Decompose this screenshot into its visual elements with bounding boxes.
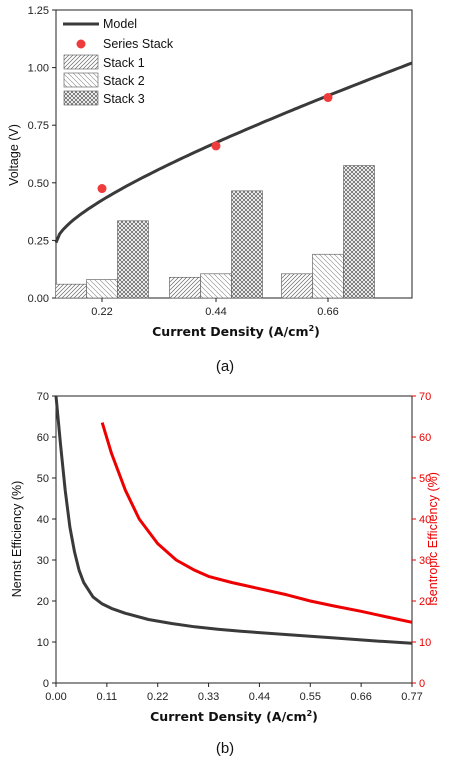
right-y-tick-label: 0 (419, 678, 425, 690)
x-tick-label: 0.66 (350, 691, 371, 703)
x-tick-label: 0.66 (317, 306, 338, 318)
x-tick-label: 0.77 (401, 691, 422, 703)
chart-a-x-axis-label-main: Current Density (A/cm (152, 324, 308, 339)
chart-b-x-axis-label-main: Current Density (A/cm (150, 709, 306, 724)
y-tick-label: 0.00 (28, 293, 49, 305)
bar-stack2-0.44 (200, 273, 232, 299)
legend-series-stack-label: Series Stack (103, 37, 174, 51)
chart-a-x-axis-label: Current Density (A/cm2) (152, 324, 320, 339)
right-y-tick-label: 40 (419, 514, 431, 526)
right-y-tick-label: 50 (419, 473, 431, 485)
chart-a: 0.00 0.25 0.50 0.75 1.00 1.25 0.22 0.44 0.66 Mo… (7, 5, 413, 375)
legend-stack1-label: Stack 1 (103, 56, 145, 70)
isentropic-efficiency-line (100, 422, 413, 624)
right-y-tick-label: 30 (419, 555, 431, 567)
series-stack-point-0.44 (211, 141, 221, 151)
bar-stack2-0.22 (86, 279, 118, 299)
bar-stack1-0.66 (281, 273, 313, 299)
legend-stack1-swatch (63, 54, 99, 70)
x-tick-label: 0.11 (97, 691, 118, 703)
legend-stack3-label: Stack 3 (103, 92, 145, 106)
bar-stack1-0.44 (169, 276, 201, 299)
right-y-tick-label: 10 (419, 637, 431, 649)
x-tick-label: 0.44 (249, 691, 270, 703)
chart-b-right-y-ticks: 0 10 20 30 40 50 60 70 (412, 391, 431, 690)
x-tick-label: 0.55 (300, 691, 321, 703)
chart-b-right-y-axis-label: Isentropic Efficiency (%) (426, 472, 440, 606)
left-y-tick-label: 30 (37, 555, 49, 567)
chart-b-left-y-ticks: 0 10 20 30 40 50 60 70 (37, 391, 56, 690)
legend-model-label: Model (103, 17, 137, 31)
chart-a-model-line (54, 61, 413, 244)
legend-series-stack-swatch (76, 39, 86, 49)
chart-a-caption: (a) (216, 358, 234, 375)
right-y-tick-label: 60 (419, 432, 431, 444)
chart-a-x-axis-label-sup: 2 (309, 324, 315, 333)
x-tick-label: 0.22 (91, 306, 112, 318)
x-tick-label: 0.44 (205, 306, 226, 318)
x-tick-label: 0.22 (147, 691, 168, 703)
chart-a-y-ticks: 0.00 0.25 0.50 0.75 1.00 1.25 (28, 5, 56, 305)
chart-b-x-axis-label-end: ) (312, 709, 318, 724)
bar-stack3-0.66 (343, 165, 375, 299)
left-y-tick-label: 40 (37, 514, 49, 526)
chart-a-y-axis-label: Voltage (V) (7, 124, 21, 186)
chart-b-caption: (b) (216, 740, 234, 757)
right-y-tick-label: 70 (419, 391, 431, 403)
legend-stack3-swatch (63, 90, 99, 106)
chart-b: 0 10 20 30 40 50 60 70 0 10 20 30 40 50 60 70 0.00 0.11… (10, 391, 440, 757)
y-tick-label: 1.00 (28, 63, 49, 75)
chart-b-left-y-axis-label: Nernst Efficiency (%) (10, 481, 24, 597)
bar-stack2-0.66 (312, 253, 344, 299)
y-tick-label: 0.50 (28, 178, 49, 190)
chart-b-lines (54, 395, 413, 645)
chart-a-x-axis-label-end: ) (314, 324, 320, 339)
chart-b-x-axis-label-sup: 2 (307, 709, 313, 718)
x-tick-label: 0.33 (198, 691, 219, 703)
chart-b-plot-frame (55, 395, 413, 684)
bar-stack3-0.22 (117, 220, 149, 299)
x-tick-label: 0.00 (45, 691, 66, 703)
nernst-efficiency-line (54, 395, 413, 645)
chart-b-x-axis-label: Current Density (A/cm2) (150, 709, 318, 724)
left-y-tick-label: 50 (37, 473, 49, 485)
chart-a-legend: Model Series Stack Stack 1 Stack 2 Stack… (63, 17, 174, 106)
y-tick-label: 1.25 (28, 5, 49, 17)
left-y-tick-label: 20 (37, 596, 49, 608)
left-y-tick-label: 70 (37, 391, 49, 403)
chart-a-bars (55, 165, 375, 299)
bar-stack3-0.44 (231, 190, 263, 299)
legend-stack2-swatch (63, 72, 99, 88)
left-y-tick-label: 60 (37, 432, 49, 444)
legend-stack2-label: Stack 2 (103, 74, 145, 88)
chart-a-series-points (97, 93, 333, 194)
left-y-tick-label: 10 (37, 637, 49, 649)
series-stack-point-0.22 (97, 184, 107, 194)
y-tick-label: 0.75 (28, 120, 49, 132)
left-y-tick-label: 0 (43, 678, 49, 690)
chart-a-x-ticks: 0.22 0.44 0.66 (91, 298, 339, 318)
model-curve (54, 61, 413, 244)
chart-b-x-ticks: 0.00 0.11 0.22 0.33 0.44 0.55 0.66 0.77 (45, 683, 423, 703)
series-stack-point-0.66 (323, 93, 333, 103)
bar-stack1-0.22 (55, 283, 87, 299)
y-tick-label: 0.25 (28, 235, 49, 247)
right-y-tick-label: 20 (419, 596, 431, 608)
